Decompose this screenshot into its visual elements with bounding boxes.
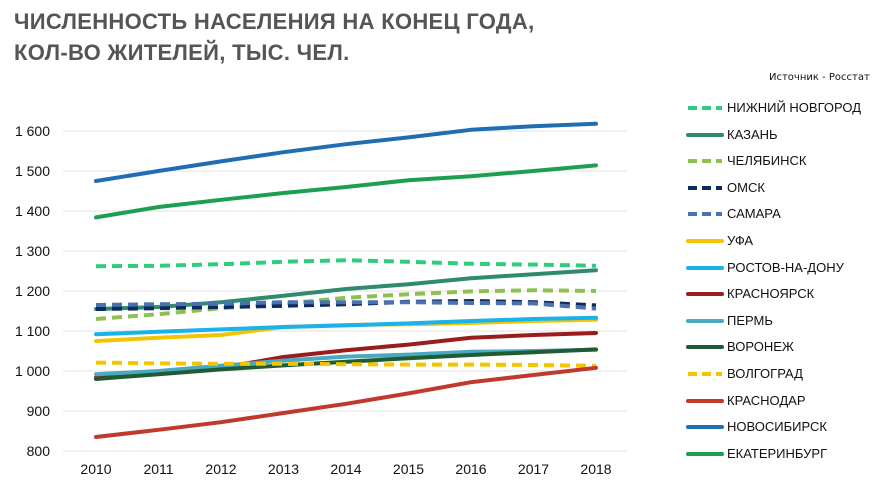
y-tick-label: 800 bbox=[27, 443, 51, 459]
series-line bbox=[95, 288, 597, 321]
legend-label: ПЕРМЬ bbox=[727, 312, 773, 328]
y-tick-label: 1 100 bbox=[15, 323, 50, 339]
source-note: Источник - Росстат bbox=[769, 72, 870, 83]
legend-item: НИЖНИЙ НОВГОРОД bbox=[684, 98, 879, 118]
legend-swatch bbox=[686, 425, 724, 430]
legend-item: УФА bbox=[684, 231, 879, 251]
series-line bbox=[94, 347, 598, 381]
legend-swatch bbox=[686, 265, 724, 270]
series-line bbox=[95, 300, 597, 311]
legend-label: ВОЛГОГРАД bbox=[727, 366, 803, 381]
x-tick-label: 2014 bbox=[330, 461, 361, 477]
legend-item: ВОРОНЕЖ bbox=[684, 337, 879, 357]
legend-item: КРАСНОДАР bbox=[684, 391, 879, 411]
y-axis-tick-labels: 800 900 1 000 1 100 1 200 1 300 1 400 1 500 1 60… bbox=[15, 123, 50, 459]
legend-label: КРАСНОЯРСК bbox=[727, 286, 815, 302]
series-line bbox=[94, 315, 598, 337]
legend-item: КРАСНОЯРСК bbox=[684, 284, 879, 304]
legend-item: ОМСК bbox=[684, 178, 879, 198]
x-tick-label: 2011 bbox=[143, 461, 173, 477]
x-tick-label: 2018 bbox=[580, 461, 611, 477]
legend-label: КАЗАНЬ bbox=[727, 126, 778, 142]
x-tick-label: 2013 bbox=[268, 461, 299, 477]
legend-label: ЕКАТЕРИНБУРГ bbox=[727, 445, 828, 461]
legend-label: КРАСНОДАР bbox=[727, 392, 806, 408]
y-tick-label: 1 000 bbox=[15, 363, 50, 379]
y-tick-label: 1 500 bbox=[15, 163, 50, 179]
series-line bbox=[94, 163, 598, 220]
legend-label: УФА bbox=[727, 233, 754, 248]
legend-item: РОСТОВ-НА-ДОНУ bbox=[684, 258, 879, 278]
x-tick-label: 2015 bbox=[393, 461, 424, 477]
legend-swatch bbox=[686, 318, 724, 323]
chart-title: ЧИСЛЕННОСТЬ НАСЕЛЕНИЯ НА КОНЕЦ ГОДА, КОЛ… bbox=[14, 6, 534, 68]
y-tick-label: 1 300 bbox=[15, 243, 50, 259]
series-line bbox=[95, 258, 597, 269]
legend-label: НИЖНИЙ НОВГОРОД bbox=[727, 100, 862, 115]
series-line bbox=[95, 360, 597, 368]
legend-swatch bbox=[686, 345, 724, 350]
legend-swatch bbox=[688, 159, 722, 164]
x-tick-label: 2017 bbox=[518, 461, 549, 477]
legend-label: НОВОСИБИРСК bbox=[727, 419, 827, 435]
y-tick-label: 1 600 bbox=[15, 123, 50, 139]
legend-label: ОМСК bbox=[727, 179, 765, 195]
legend-swatch bbox=[686, 132, 724, 137]
x-axis-tick-labels: 2010 2011 2012 2013 2014 2015 2016 2017 2018 bbox=[80, 461, 611, 477]
legend-swatch bbox=[686, 451, 724, 456]
legend-item: САМАРА bbox=[684, 204, 879, 224]
legend-item: НОВОСИБИРСК bbox=[684, 417, 879, 437]
x-tick-label: 2012 bbox=[205, 461, 236, 477]
legend-item: ЧЕЛЯБИНСК bbox=[684, 151, 879, 171]
legend-swatch bbox=[686, 292, 724, 297]
legend-item: ЕКАТЕРИНБУРГ bbox=[684, 444, 879, 464]
legend-swatch bbox=[686, 239, 724, 243]
series-line bbox=[94, 365, 598, 439]
legend-label: ВОРОНЕЖ bbox=[727, 339, 794, 355]
legend-label: ЧЕЛЯБИНСК bbox=[727, 153, 807, 169]
series-lines bbox=[94, 121, 598, 439]
legend-item: КАЗАНЬ bbox=[684, 125, 879, 145]
chart-title-line-1: ЧИСЛЕННОСТЬ НАСЕЛЕНИЯ НА КОНЕЦ ГОДА, bbox=[14, 9, 535, 34]
legend-swatch bbox=[688, 212, 722, 217]
legend-swatch bbox=[688, 185, 722, 190]
legend-swatch bbox=[688, 106, 722, 110]
y-tick-label: 900 bbox=[27, 403, 51, 419]
y-tick-label: 1 400 bbox=[15, 203, 50, 219]
x-tick-label: 2016 bbox=[455, 461, 486, 477]
legend-item: ВОЛГОГРАД bbox=[684, 364, 879, 384]
y-tick-label: 1 200 bbox=[15, 283, 50, 299]
legend-swatch bbox=[688, 372, 722, 376]
legend-item: ПЕРМЬ bbox=[684, 311, 879, 331]
chart-title-line-2: КОЛ-ВО ЖИТЕЛЕЙ, ТЫС. ЧЕЛ. bbox=[14, 40, 350, 65]
series-line bbox=[94, 121, 598, 183]
legend-label: САМАРА bbox=[727, 206, 781, 222]
x-tick-label: 2010 bbox=[80, 461, 111, 477]
legend-swatch bbox=[686, 398, 724, 403]
legend-label: РОСТОВ-НА-ДОНУ bbox=[727, 259, 844, 275]
